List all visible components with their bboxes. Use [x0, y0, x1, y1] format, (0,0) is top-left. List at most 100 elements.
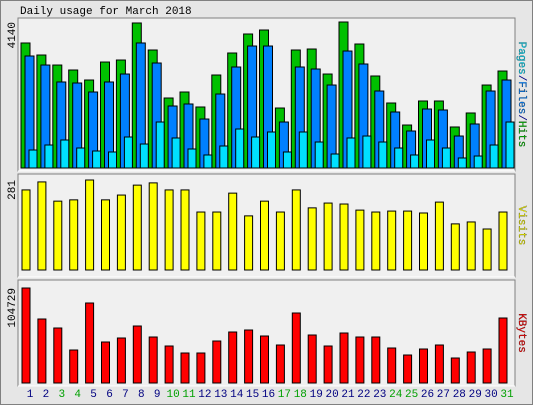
bar — [403, 210, 413, 271]
x-tick-label: 18 — [294, 389, 307, 401]
x-tick-label: 24 — [389, 389, 403, 401]
bar — [132, 325, 142, 384]
bar — [291, 312, 301, 384]
x-tick-label: 17 — [278, 389, 291, 401]
x-tick-label: 16 — [262, 389, 275, 401]
x-tick-label: 14 — [230, 389, 244, 401]
x-tick-label: 21 — [341, 389, 355, 401]
x-tick-label: 29 — [469, 389, 482, 401]
bar — [21, 189, 31, 271]
bar — [371, 336, 381, 384]
bar — [123, 136, 133, 169]
bar — [307, 207, 317, 271]
bar — [37, 318, 47, 384]
chart-title: Daily usage for March 2018 — [20, 6, 192, 18]
bar — [371, 211, 381, 271]
bar — [196, 211, 206, 271]
legend-entry: KBytes — [515, 313, 527, 353]
bar — [76, 147, 86, 169]
bar — [346, 137, 356, 169]
x-tick-label: 8 — [138, 389, 145, 401]
bar — [378, 141, 388, 169]
bar — [498, 211, 508, 271]
x-tick-label: 20 — [325, 389, 338, 401]
x-tick-label: 31 — [500, 389, 514, 401]
bar — [314, 141, 324, 169]
bar — [244, 215, 254, 271]
bar — [450, 223, 460, 271]
bar — [323, 345, 333, 384]
bar — [244, 329, 254, 384]
legend-entry: Hits — [515, 121, 527, 147]
bar — [92, 150, 102, 169]
bar — [212, 340, 222, 384]
bar — [307, 334, 317, 384]
bar — [21, 287, 31, 384]
bar — [212, 211, 222, 271]
bar — [101, 341, 110, 384]
bar — [498, 317, 508, 384]
x-tick-label: 7 — [122, 389, 129, 401]
bar — [116, 337, 126, 384]
bar — [434, 201, 444, 271]
bar — [260, 200, 269, 271]
bar — [394, 147, 404, 169]
x-tick-label: 1 — [27, 389, 34, 401]
y-tick-label: 281 — [7, 180, 19, 200]
series-legend: KBytes — [515, 313, 527, 353]
bar — [489, 144, 499, 169]
bar — [228, 331, 238, 384]
x-tick-label: 23 — [373, 389, 386, 401]
bar — [132, 184, 142, 271]
bar — [362, 135, 372, 169]
bar — [339, 332, 349, 384]
x-tick-label: 4 — [74, 389, 81, 401]
bar — [298, 131, 308, 169]
bar — [53, 327, 63, 384]
bar — [275, 211, 285, 271]
bar — [203, 154, 213, 169]
bar — [69, 199, 79, 271]
bar — [410, 154, 420, 169]
bar — [441, 147, 451, 169]
bar — [450, 357, 460, 384]
bar — [196, 352, 206, 384]
x-tick-label: 13 — [214, 389, 227, 401]
x-tick-label: 28 — [453, 389, 466, 401]
bar — [466, 351, 476, 384]
bar — [419, 212, 428, 271]
bar — [323, 202, 333, 271]
bar — [426, 139, 435, 169]
x-tick-label: 26 — [421, 389, 434, 401]
bar — [180, 352, 190, 384]
bar — [473, 155, 483, 169]
bar — [457, 157, 467, 169]
x-tick-label: 25 — [405, 389, 418, 401]
bar — [419, 348, 428, 384]
bar — [228, 192, 238, 271]
bar — [187, 148, 197, 169]
legend-separator: / — [515, 75, 527, 82]
x-tick-label: 9 — [154, 389, 161, 401]
x-tick-label: 19 — [310, 389, 323, 401]
bar — [164, 345, 174, 384]
bar — [85, 179, 95, 271]
bar — [251, 136, 261, 169]
x-tick-label: 10 — [166, 389, 179, 401]
bar — [260, 335, 269, 384]
bar — [219, 145, 229, 169]
legend-separator: / — [515, 114, 527, 121]
x-tick-label: 22 — [357, 389, 370, 401]
bar — [330, 153, 340, 169]
series-legend: Pages/Files/Hits — [515, 42, 527, 148]
bar — [339, 203, 349, 271]
x-tick-label: 12 — [198, 389, 211, 401]
bar — [69, 349, 79, 384]
bar — [101, 199, 110, 271]
bar — [235, 128, 245, 169]
bar — [108, 151, 117, 169]
bar — [282, 151, 292, 169]
bar — [148, 336, 158, 384]
